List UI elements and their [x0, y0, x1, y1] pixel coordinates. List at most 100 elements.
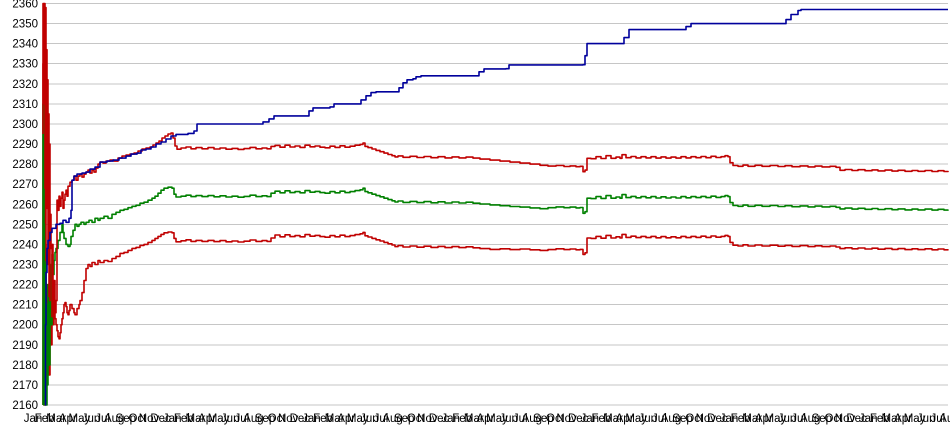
y-tick-label: 2340: [12, 39, 38, 51]
x-tick-label: Aug: [243, 413, 263, 425]
x-tick-label: Sep: [812, 413, 832, 425]
x-tick-label: Jun: [917, 413, 936, 425]
x-tick-label: Feb: [452, 413, 472, 425]
x-tick-label: Mar: [185, 413, 205, 425]
x-tick-label: Jun: [778, 413, 797, 425]
y-tick-label: 2210: [12, 300, 38, 312]
x-tick-label: Oct: [546, 413, 565, 425]
x-tick-label: Aug: [104, 413, 124, 425]
y-tick-label: 2310: [12, 99, 38, 111]
x-tick-label: Aug: [939, 413, 950, 425]
x-tick-label: Aug: [522, 413, 542, 425]
x-tick-label: Mar: [46, 413, 66, 425]
x-tick-label: Jan: [441, 413, 460, 425]
x-tick-label: Dec: [846, 413, 867, 425]
x-tick-label: Oct: [268, 413, 287, 425]
x-tick-label: May: [208, 413, 230, 425]
x-tick-label: Apr: [337, 413, 355, 425]
x-tick-label: Oct: [407, 413, 426, 425]
y-tick-label: 2170: [12, 380, 38, 392]
y-tick-label: 2180: [12, 360, 38, 372]
x-tick-label: Aug: [661, 413, 681, 425]
x-tick-label: Mar: [603, 413, 623, 425]
x-tick-label: Dec: [290, 413, 311, 425]
y-tick-label: 2190: [12, 340, 38, 352]
x-tick-label: Sep: [672, 413, 692, 425]
x-tick-label: Mar: [881, 413, 901, 425]
x-tick-label: Oct: [128, 413, 147, 425]
x-tick-label: Jan: [859, 413, 878, 425]
series-upper-bound: [42, 2, 949, 318]
x-tick-label: Feb: [174, 413, 194, 425]
y-tick-label: 2360: [12, 0, 38, 11]
x-tick-label: Sep: [394, 413, 414, 425]
x-tick-label: Aug: [382, 413, 402, 425]
x-tick-label: Jan: [24, 413, 43, 425]
x-tick-label: Jul: [652, 413, 667, 425]
x-tick-label: Feb: [313, 413, 333, 425]
x-tick-label: May: [486, 413, 508, 425]
x-tick-label: May: [765, 413, 787, 425]
series-rating-mean: [42, 103, 949, 406]
x-tick-label: May: [347, 413, 369, 425]
x-tick-label: Sep: [116, 413, 136, 425]
y-tick-label: 2200: [12, 320, 38, 332]
x-tick-label: Aug: [800, 413, 820, 425]
x-tick-label: Feb: [731, 413, 751, 425]
y-tick-label: 2240: [12, 239, 38, 251]
y-tick-label: 2350: [12, 19, 38, 31]
x-tick-label: Nov: [696, 413, 717, 425]
x-tick-label: Nov: [278, 413, 299, 425]
x-tick-label: Nov: [835, 413, 856, 425]
y-tick-label: 2320: [12, 79, 38, 91]
y-tick-label: 2160: [12, 400, 38, 412]
x-tick-label: Nov: [556, 413, 577, 425]
x-tick-label: May: [625, 413, 647, 425]
x-tick-label: Nov: [139, 413, 160, 425]
x-tick-label: May: [69, 413, 91, 425]
x-tick-label: May: [904, 413, 926, 425]
x-tick-label: Sep: [255, 413, 275, 425]
x-tick-label: Nov: [417, 413, 438, 425]
y-tick-label: 2220: [12, 280, 38, 292]
x-tick-label: Dec: [707, 413, 728, 425]
x-tick-label: Jan: [720, 413, 739, 425]
y-tick-label: 2300: [12, 119, 38, 131]
y-axis-labels: 2360 2350 2340 2330 2320 2310 2300 2290 2280 2270…: [12, 0, 38, 412]
series-lower-bound: [42, 62, 949, 406]
x-tick-label: Oct: [824, 413, 843, 425]
y-tick-label: 2290: [12, 139, 38, 151]
x-tick-label: Dec: [429, 413, 450, 425]
x-tick-label: Sep: [533, 413, 553, 425]
x-tick-label: Apr: [894, 413, 912, 425]
x-tick-label: Feb: [591, 413, 611, 425]
y-tick-label: 2230: [12, 259, 38, 271]
y-tick-label: 2250: [12, 219, 38, 231]
x-tick-label: Jun: [499, 413, 518, 425]
x-tick-label: Mar: [464, 413, 484, 425]
x-tick-label: Jan: [302, 413, 321, 425]
x-tick-label: Dec: [150, 413, 171, 425]
x-tick-label: Jun: [360, 413, 379, 425]
y-tick-label: 2330: [12, 59, 38, 71]
x-tick-label: Oct: [685, 413, 704, 425]
x-tick-label: Jan: [581, 413, 600, 425]
x-tick-label: Jul: [791, 413, 806, 425]
x-tick-label: Feb: [870, 413, 890, 425]
x-tick-label: Jul: [374, 413, 389, 425]
x-tick-label: Jun: [221, 413, 240, 425]
gridlines: [43, 3, 948, 406]
x-tick-label: Apr: [59, 413, 77, 425]
x-tick-label: Apr: [198, 413, 216, 425]
y-tick-label: 2260: [12, 199, 38, 211]
x-tick-label: Jul: [930, 413, 945, 425]
series-peak-rating: [44, 8, 948, 406]
x-tick-label: Dec: [568, 413, 589, 425]
x-tick-label: Jul: [95, 413, 110, 425]
y-tick-label: 2270: [12, 179, 38, 191]
x-tick-label: Apr: [616, 413, 634, 425]
x-tick-label: Jul: [513, 413, 528, 425]
y-tick-label: 2280: [12, 159, 38, 171]
